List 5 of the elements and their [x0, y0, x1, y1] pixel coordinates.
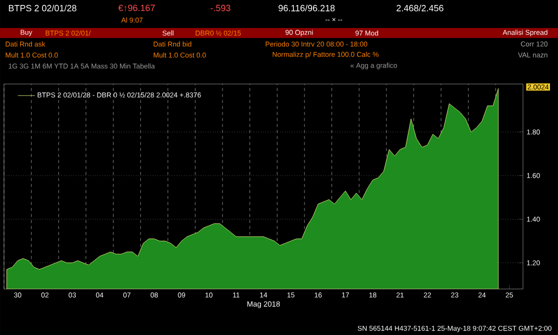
text: €↑96.167 [118, 4, 155, 12]
text: 96.116/96.218 [278, 4, 335, 12]
text: 2.468/2.456 [396, 4, 444, 12]
text: BTPS 2 02/01/28 [8, 4, 76, 12]
text: -.593 [210, 4, 230, 12]
